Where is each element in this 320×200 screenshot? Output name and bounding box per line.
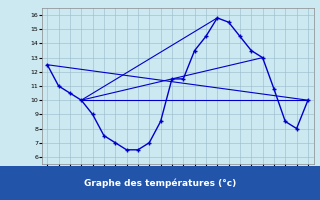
Text: Graphe des températures (°c): Graphe des températures (°c) (84, 178, 236, 188)
